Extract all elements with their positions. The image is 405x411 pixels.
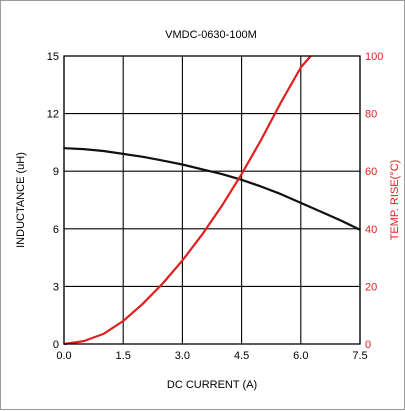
y-axis-left-label: INDUCTANCE (uH) — [15, 152, 27, 248]
data-point — [181, 163, 184, 166]
data-point — [142, 302, 144, 305]
data-point — [339, 219, 342, 221]
y-left-tick-label: 6 — [53, 224, 59, 236]
y-right-tick-label: 60 — [365, 166, 377, 178]
y-left-tick-label: 15 — [47, 51, 59, 63]
x-tick-label: 7.5 — [352, 350, 367, 362]
y-left-tick-label: 0 — [53, 339, 59, 351]
data-point — [260, 138, 263, 141]
y-left-tick-label: 12 — [47, 109, 59, 121]
data-point — [201, 233, 203, 236]
y-axis-right-label: TEMP. RISE(°C) — [389, 160, 401, 241]
data-point — [221, 173, 223, 175]
y-right-tick-label: 80 — [365, 109, 377, 121]
y-right-tick-label: 20 — [365, 281, 377, 293]
data-point — [122, 153, 124, 155]
plot-border — [63, 55, 361, 345]
data-point — [161, 282, 164, 285]
data-point — [181, 259, 184, 262]
series-lines — [63, 55, 361, 346]
y-right-tick-label: 0 — [365, 339, 371, 351]
data-point — [201, 168, 203, 171]
temp-rise-line — [63, 55, 312, 346]
x-tick-label: 3.0 — [175, 350, 190, 362]
grid — [63, 55, 361, 345]
data-point — [240, 173, 243, 175]
data-point — [300, 202, 302, 204]
data-point — [280, 193, 282, 196]
y-right-tick-label: 40 — [365, 224, 377, 236]
data-point — [260, 185, 263, 188]
x-tick-label: 6.0 — [293, 350, 308, 362]
y-right-tick-label: 100 — [365, 51, 383, 63]
data-point — [300, 66, 302, 69]
data-point — [221, 204, 223, 207]
x-axis-label: DC CURRENT (A) — [167, 379, 257, 391]
inductance-line — [63, 147, 361, 231]
x-tick-label: 1.5 — [116, 350, 131, 362]
data-point — [161, 159, 164, 162]
data-point — [240, 179, 243, 181]
data-point — [82, 340, 85, 342]
data-point — [102, 333, 105, 335]
chart-title: VMDC-0630-100M — [165, 29, 257, 41]
data-point — [82, 148, 85, 150]
data-point — [142, 156, 144, 158]
y-left-tick-label: 3 — [53, 281, 59, 293]
x-tick-label: 0.0 — [56, 350, 71, 362]
data-point — [102, 150, 105, 152]
x-tick-label: 4.5 — [234, 350, 249, 362]
data-point — [319, 210, 322, 213]
data-point — [280, 101, 282, 103]
y-left-tick-label: 9 — [53, 166, 59, 178]
data-point — [122, 320, 124, 322]
